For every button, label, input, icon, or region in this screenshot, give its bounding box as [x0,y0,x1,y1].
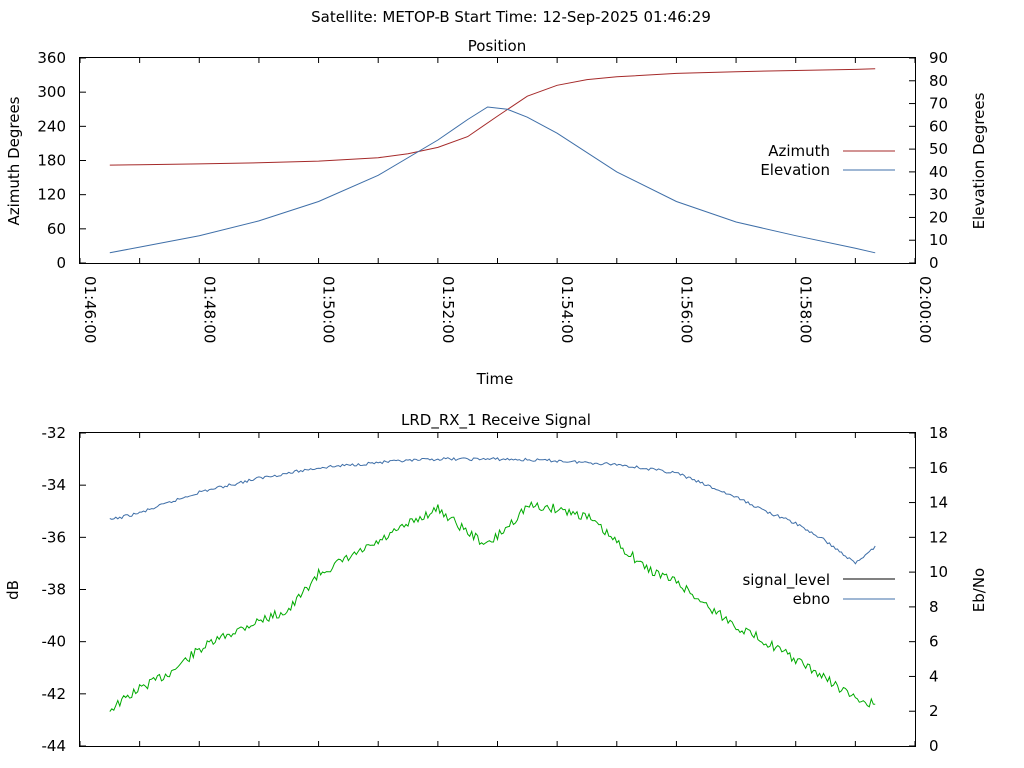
signal-y-tick-label: -32 [42,424,67,442]
signal-y-tick-label: -44 [42,737,67,755]
signal-chart-frame [79,432,916,747]
signal-y-tick-label: -34 [42,476,67,494]
position-y-tick-label: 120 [37,186,66,204]
position-x-axis-label: Time [476,370,514,388]
signal-chart-title: LRD_RX_1 Receive Signal [401,411,591,430]
position-chart-frame [79,57,916,264]
signal-legend: signal_level ebno [742,571,895,608]
signal-y-tick-label: -36 [42,528,67,546]
signal-y2-tick-label: 14 [929,494,948,512]
position-y2-tick-label: 10 [929,231,948,249]
position-y2-tick-label: 0 [929,254,939,272]
position-y-tick-label: 360 [37,49,66,67]
signal-y2-tick-label: 6 [929,633,939,651]
position-y2-tick-label: 20 [929,208,948,226]
signal-y-tick-label: -40 [42,633,67,651]
signal-y2-axis-label: Eb/No [970,568,988,612]
position-y-tick-label: 180 [37,152,66,170]
position-y2-tick-label: 60 [929,117,948,135]
signal-chart: LRD_RX_1 Receive Signal -44 -42 -40 -38 -36 -… [4,411,988,755]
position-x-tick-label: 02:00:00 [916,276,934,343]
signal-y2-tick-label: 18 [929,424,948,442]
position-y-tick-label: 60 [47,220,66,238]
position-x-tick-label: 01:58:00 [797,276,815,343]
main-title: Satellite: METOP-B Start Time: 12-Sep-20… [311,8,711,26]
signal-y2-tick-label: 10 [929,563,948,581]
position-x-tick-label: 01:48:00 [200,276,218,343]
signal-y-axis-label: dB [4,580,22,600]
legend-signal-level-label: signal_level [742,571,830,590]
signal-y2-tick-label: 12 [929,528,948,546]
position-y2-tick-label: 30 [929,186,948,204]
position-x-tick-label: 01:54:00 [558,276,576,343]
position-chart-title: Position [468,37,526,55]
position-y2-tick-label: 80 [929,72,948,90]
position-chart: Position 0 60 120 180 240 300 360 0 10 20 30 40 50 60… [5,37,988,388]
signal-y2-tick-label: 0 [929,737,939,755]
position-y2-tick-label: 90 [929,49,948,67]
signal-y-tick-label: -42 [42,685,67,703]
position-x-tick-label: 01:46:00 [81,276,99,343]
position-series-elevation-line [109,106,876,254]
position-legend: Azimuth Elevation [760,142,895,179]
position-y-axis-label: Azimuth Degrees [5,96,23,225]
position-y2-tick-label: 40 [929,163,948,181]
signal-series-ebno-line [109,457,876,565]
signal-y2-tick-label: 8 [929,598,939,616]
signal-y2-tick-label: 16 [929,459,948,477]
position-y2-tick-label: 70 [929,95,948,113]
position-x-tick-label: 01:52:00 [439,276,457,343]
legend-azimuth-label: Azimuth [768,142,830,160]
position-y2-tick-label: 50 [929,140,948,158]
signal-series-signal-level-line [109,500,876,712]
position-y-tick-label: 300 [37,83,66,101]
position-series-azimuth-line [109,68,876,166]
position-y-tick-label: 240 [37,117,66,135]
position-y-tick-label: 0 [56,254,66,272]
legend-elevation-label: Elevation [760,161,830,179]
signal-y-tick-label: -38 [42,581,67,599]
position-x-tick-label: 01:50:00 [320,276,338,343]
position-x-tick-label: 01:56:00 [677,276,695,343]
signal-y2-tick-label: 2 [929,702,939,720]
signal-y2-tick-label: 4 [929,667,939,685]
legend-ebno-label: ebno [793,590,830,608]
position-y2-axis-label: Elevation Degrees [970,92,988,229]
